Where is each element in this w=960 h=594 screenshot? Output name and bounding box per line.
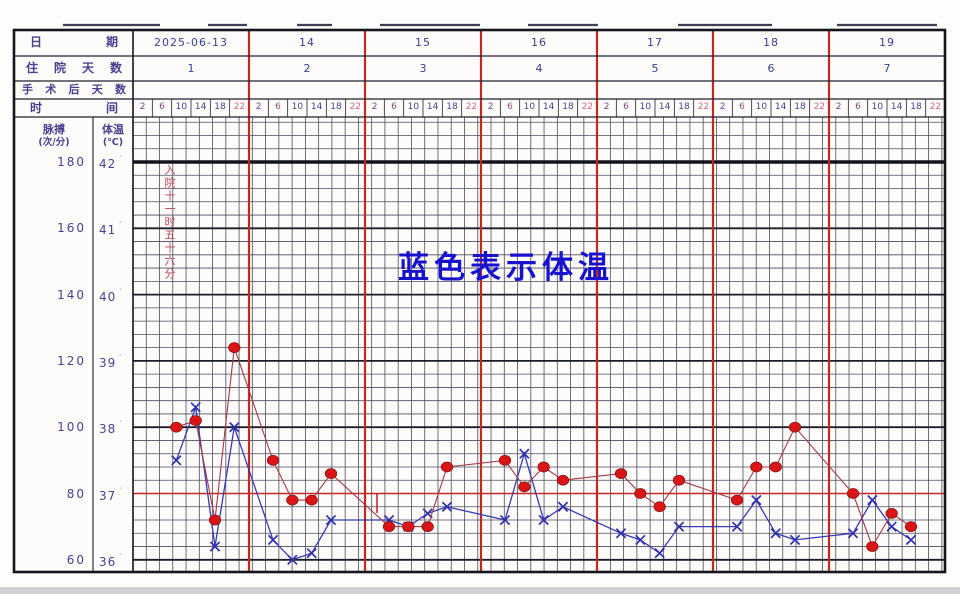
- date-cell: 15: [415, 36, 431, 49]
- time-cell: 2: [255, 102, 262, 112]
- time-cell: 14: [774, 102, 787, 112]
- time-cell: 10: [639, 102, 652, 112]
- hospital-day-cell: 4: [535, 62, 543, 75]
- time-cell: 18: [794, 102, 806, 112]
- hospital-day-cell: 7: [883, 62, 891, 75]
- time-cell: 14: [310, 102, 323, 112]
- date-cell: 2025-06-13: [154, 36, 228, 49]
- time-cell: 22: [581, 102, 594, 112]
- time-cell: 18: [214, 102, 226, 112]
- time-cell: 10: [523, 102, 536, 112]
- time-cell: 14: [658, 102, 671, 112]
- hospital-day-cell: 2: [303, 62, 311, 75]
- temp-tick: 36 ˙: [99, 552, 124, 569]
- hospital-day-cell: 5: [651, 62, 659, 75]
- admission-note: 入院十一时五十六分: [163, 164, 176, 281]
- pulse-axis-title-text: 脉搏: [43, 123, 65, 136]
- time-cell: 22: [349, 102, 362, 112]
- degree-mark: ˙: [118, 155, 124, 164]
- hospital-day-cell: 3: [419, 62, 427, 75]
- pulse-tick: 160: [57, 221, 86, 236]
- date-cell: 18: [763, 36, 779, 49]
- bottom-edge-strip: [0, 587, 960, 594]
- time-cell: 22: [465, 102, 478, 112]
- degree-mark: ˙: [118, 353, 124, 363]
- hospital-days-row-label: 住院天数: [26, 61, 122, 75]
- temp-tick: 40 ˙: [99, 287, 124, 304]
- time-cell: 18: [330, 102, 342, 112]
- date-row-label: 日期: [30, 35, 118, 49]
- time-cell: 6: [739, 102, 745, 112]
- pulse-axis-title: 脉搏 (次/分): [20, 123, 88, 149]
- pulse-tick: 100: [57, 420, 86, 435]
- date-cell: 19: [879, 36, 895, 49]
- time-cell: 6: [855, 102, 861, 112]
- time-cell: 14: [426, 102, 439, 112]
- temp-tick: 39 ˙: [99, 353, 124, 370]
- time-cell: 2: [487, 102, 494, 112]
- time-cell: 18: [446, 102, 458, 112]
- time-cell: 22: [233, 102, 246, 112]
- time-cell: 2: [719, 102, 726, 112]
- time-cell: 10: [755, 102, 768, 112]
- pulse-tick: 140: [57, 287, 86, 302]
- time-cell: 22: [929, 102, 942, 112]
- temp-tick: 42 ˙: [99, 155, 124, 171]
- degree-mark: ˙: [118, 552, 124, 562]
- time-cell: 2: [603, 102, 610, 112]
- time-cell: 6: [507, 102, 513, 112]
- time-cell: 18: [562, 102, 574, 112]
- pulse-axis-unit: (次/分): [38, 136, 70, 148]
- time-cell: 14: [194, 102, 207, 112]
- time-cell: 14: [542, 102, 555, 112]
- degree-mark: ˙: [118, 486, 124, 496]
- time-cell: 10: [407, 102, 420, 112]
- degree-mark: ˙: [118, 420, 124, 430]
- time-cell: 6: [159, 102, 165, 112]
- postop-days-row-label: 手术后天数: [22, 83, 126, 96]
- temp-tick: 38 ˙: [99, 420, 124, 437]
- time-cell: 10: [291, 102, 304, 112]
- temp-tick: 37 ˙: [99, 486, 124, 503]
- temp-tick: 41 ˙: [99, 221, 124, 238]
- time-cell: 14: [890, 102, 903, 112]
- date-cell: 14: [299, 36, 315, 49]
- pulse-tick: 80: [66, 486, 86, 501]
- date-cell: 16: [531, 36, 547, 49]
- degree-mark: ˙: [118, 287, 124, 297]
- time-cell: 6: [275, 102, 281, 112]
- temp-axis-title: 体温 (℃): [94, 123, 132, 149]
- temp-axis-title-text: 体温: [102, 123, 124, 136]
- hospital-day-cell: 6: [767, 62, 775, 75]
- time-cell: 2: [371, 102, 378, 112]
- time-cell: 10: [871, 102, 884, 112]
- time-cell: 22: [813, 102, 826, 112]
- date-cell: 17: [647, 36, 663, 49]
- time-cell: 2: [835, 102, 842, 112]
- pulse-tick: 60: [66, 552, 86, 567]
- legend-text: 蓝色表示体温: [398, 250, 614, 286]
- temp-axis-unit: (℃): [102, 136, 124, 148]
- time-cell: 18: [910, 102, 922, 112]
- time-cell: 6: [391, 102, 397, 112]
- time-cell: 2: [139, 102, 146, 112]
- time-cell: 6: [623, 102, 629, 112]
- time-cell: 18: [678, 102, 690, 112]
- pulse-tick: 120: [57, 353, 86, 368]
- time-cell: 10: [175, 102, 188, 112]
- degree-mark: ˙: [118, 221, 124, 231]
- pulse-tick: 180: [57, 155, 86, 169]
- time-cell: 22: [697, 102, 710, 112]
- hospital-day-cell: 1: [187, 62, 195, 75]
- time-row-label: 时间: [30, 101, 118, 115]
